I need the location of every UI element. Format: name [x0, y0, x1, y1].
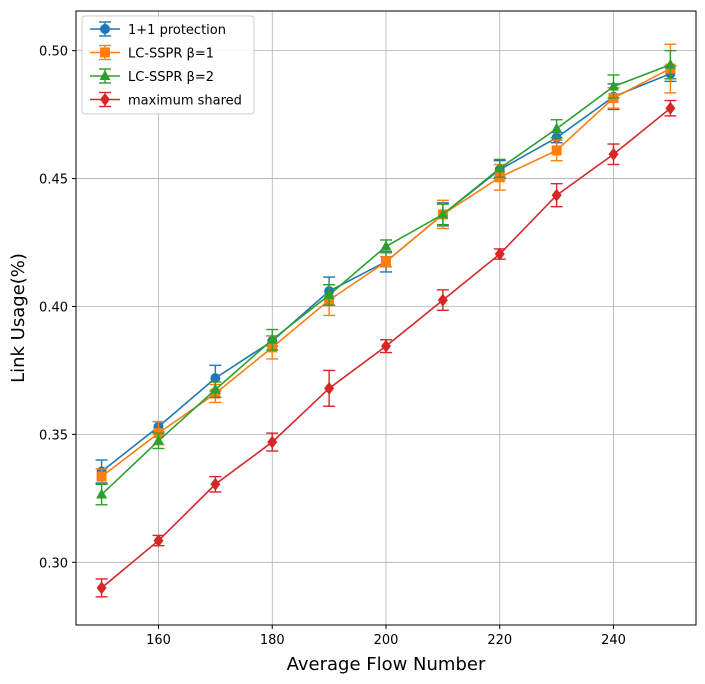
- y-tick-label: 0.50: [39, 45, 68, 60]
- data-point: [210, 373, 221, 384]
- series-group: [95, 43, 677, 598]
- x-tick-label: 180: [260, 633, 285, 648]
- legend-marker: [100, 47, 110, 58]
- data-point: [665, 101, 676, 115]
- legend-item: LC-SSPR β=2: [90, 68, 214, 85]
- y-tick-label: 0.45: [39, 173, 68, 188]
- grid: [76, 11, 696, 625]
- x-tick-label: 160: [146, 633, 171, 648]
- data-point: [266, 333, 278, 344]
- data-point: [551, 145, 562, 156]
- series-3: [95, 99, 677, 598]
- y-tick-label: 0.30: [39, 556, 68, 571]
- data-point: [608, 147, 619, 161]
- y-tick-label: 0.40: [39, 300, 68, 315]
- data-point: [267, 435, 278, 449]
- axis-ticks: 160 180 200 220 240 0.30 0.35 0.40 0.45 0.50: [39, 45, 626, 648]
- legend-marker: [99, 70, 111, 80]
- legend-item: maximum shared: [90, 91, 242, 109]
- data-point: [96, 581, 107, 595]
- data-point: [380, 240, 392, 251]
- data-point: [494, 162, 506, 173]
- data-point: [210, 477, 221, 491]
- data-point: [551, 122, 563, 133]
- data-point: [381, 256, 391, 267]
- data-point: [153, 534, 164, 548]
- legend-label: maximum shared: [128, 94, 242, 109]
- y-axis-title: Link Usage(%): [8, 253, 29, 383]
- legend-item: 1+1 protection: [90, 21, 226, 38]
- legend-label: LC-SSPR β=1: [128, 47, 214, 62]
- data-point: [209, 383, 221, 394]
- legend-label: 1+1 protection: [128, 23, 226, 38]
- x-tick-label: 220: [487, 633, 512, 648]
- data-point: [494, 247, 505, 261]
- data-point: [437, 208, 449, 219]
- y-tick-label: 0.35: [39, 428, 68, 443]
- data-point: [381, 339, 391, 353]
- data-point: [437, 293, 448, 307]
- data-point: [551, 188, 562, 202]
- data-point: [96, 488, 108, 499]
- data-point: [664, 58, 676, 69]
- data-point: [324, 381, 335, 395]
- data-point: [323, 288, 335, 299]
- legend-marker: [100, 24, 110, 34]
- data-point: [152, 434, 164, 445]
- series-2: [95, 49, 677, 506]
- legend-marker: [100, 93, 110, 106]
- x-axis-title: Average Flow Number: [287, 654, 486, 675]
- x-tick-label: 200: [374, 633, 399, 648]
- x-tick-label: 240: [601, 633, 626, 648]
- legend-item: LC-SSPR β=1: [90, 44, 214, 62]
- legend: 1+1 protection LC-SSPR β=1 LC-SSPR β=2 maxi…: [81, 15, 255, 115]
- data-point: [608, 80, 620, 91]
- data-point: [96, 471, 107, 482]
- legend-label: LC-SSPR β=2: [128, 70, 214, 85]
- legend-box: [81, 15, 255, 115]
